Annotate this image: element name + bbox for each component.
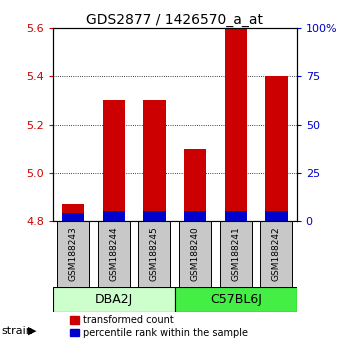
Bar xyxy=(143,101,166,221)
Bar xyxy=(184,211,206,221)
Bar xyxy=(103,101,125,221)
Bar xyxy=(62,213,84,221)
Text: strain: strain xyxy=(2,326,33,336)
Text: GSM188242: GSM188242 xyxy=(272,227,281,281)
Text: GSM188241: GSM188241 xyxy=(231,227,240,281)
Text: GSM188245: GSM188245 xyxy=(150,227,159,281)
Text: C57BL6J: C57BL6J xyxy=(210,293,262,306)
Bar xyxy=(224,28,247,221)
Bar xyxy=(220,221,252,287)
Bar xyxy=(175,287,297,312)
Text: ▶: ▶ xyxy=(28,326,36,336)
Bar xyxy=(224,211,247,221)
Bar xyxy=(98,221,130,287)
Bar xyxy=(53,287,175,312)
Bar xyxy=(143,211,166,221)
Title: GDS2877 / 1426570_a_at: GDS2877 / 1426570_a_at xyxy=(86,13,263,27)
Bar xyxy=(138,221,170,287)
Text: DBA2J: DBA2J xyxy=(95,293,133,306)
Bar xyxy=(57,221,89,287)
Bar xyxy=(184,149,206,221)
Text: GSM188243: GSM188243 xyxy=(69,227,78,281)
Bar xyxy=(179,221,211,287)
Bar xyxy=(265,76,287,221)
Bar xyxy=(62,204,84,221)
Text: GSM188240: GSM188240 xyxy=(191,227,199,281)
Legend: transformed count, percentile rank within the sample: transformed count, percentile rank withi… xyxy=(70,315,248,338)
Text: GSM188244: GSM188244 xyxy=(109,227,118,281)
Bar xyxy=(265,211,287,221)
Bar xyxy=(103,211,125,221)
Bar xyxy=(260,221,292,287)
